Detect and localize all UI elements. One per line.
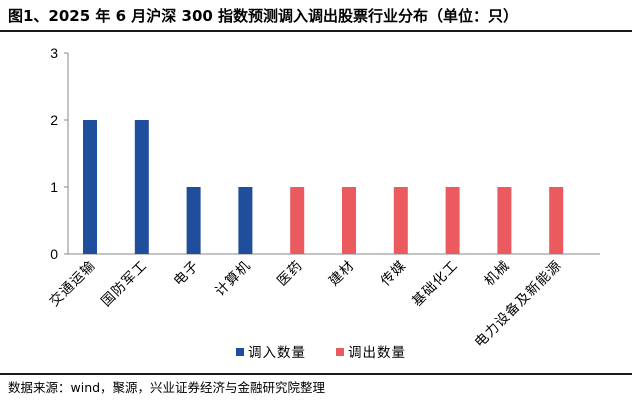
x-tick-label: 传媒 — [378, 258, 410, 290]
x-tick-label: 建材 — [326, 258, 358, 290]
x-tick-label: 医药 — [274, 258, 306, 290]
x-tick-label: 电力设备及新能源 — [471, 257, 565, 351]
legend-swatch — [236, 348, 244, 356]
legend-label: 调出数量 — [348, 345, 406, 361]
bar — [497, 187, 512, 254]
title-divider — [0, 30, 632, 32]
bar — [134, 120, 149, 254]
y-tick-label: 0 — [50, 246, 58, 262]
bar — [393, 187, 408, 254]
x-tick-label: 电子 — [171, 258, 203, 290]
bar — [83, 120, 97, 254]
bar — [186, 187, 201, 254]
source-note: 数据来源：wind，聚源，兴业证券经济与金融研究院整理 — [8, 380, 326, 395]
x-tick-label: 计算机 — [212, 258, 254, 300]
x-tick-label: 交通运输 — [46, 257, 99, 310]
x-tick-label: 国防军工 — [98, 258, 150, 310]
legend-label: 调入数量 — [248, 345, 306, 361]
chart-title: 图1、2025 年 6 月沪深 300 指数预测调入调出股票行业分布（单位：只） — [8, 7, 519, 25]
x-tick-label: 基础化工 — [408, 257, 461, 310]
y-tick-label: 1 — [50, 179, 58, 195]
x-tick-label: 机械 — [481, 258, 513, 290]
legend-swatch — [336, 348, 344, 356]
footer-divider — [0, 373, 632, 375]
bar-chart: 0 1 2 3 交通运输 国防军工 电子 计算机 医药 建材 传媒 基础化工 机械电力设备及新能源调入数… — [46, 45, 600, 361]
bar — [290, 187, 305, 254]
y-tick-label: 3 — [50, 45, 58, 61]
bar — [549, 187, 564, 254]
y-tick-label: 2 — [50, 112, 58, 128]
bar — [238, 187, 253, 254]
bar — [342, 187, 356, 254]
bar — [445, 187, 460, 254]
